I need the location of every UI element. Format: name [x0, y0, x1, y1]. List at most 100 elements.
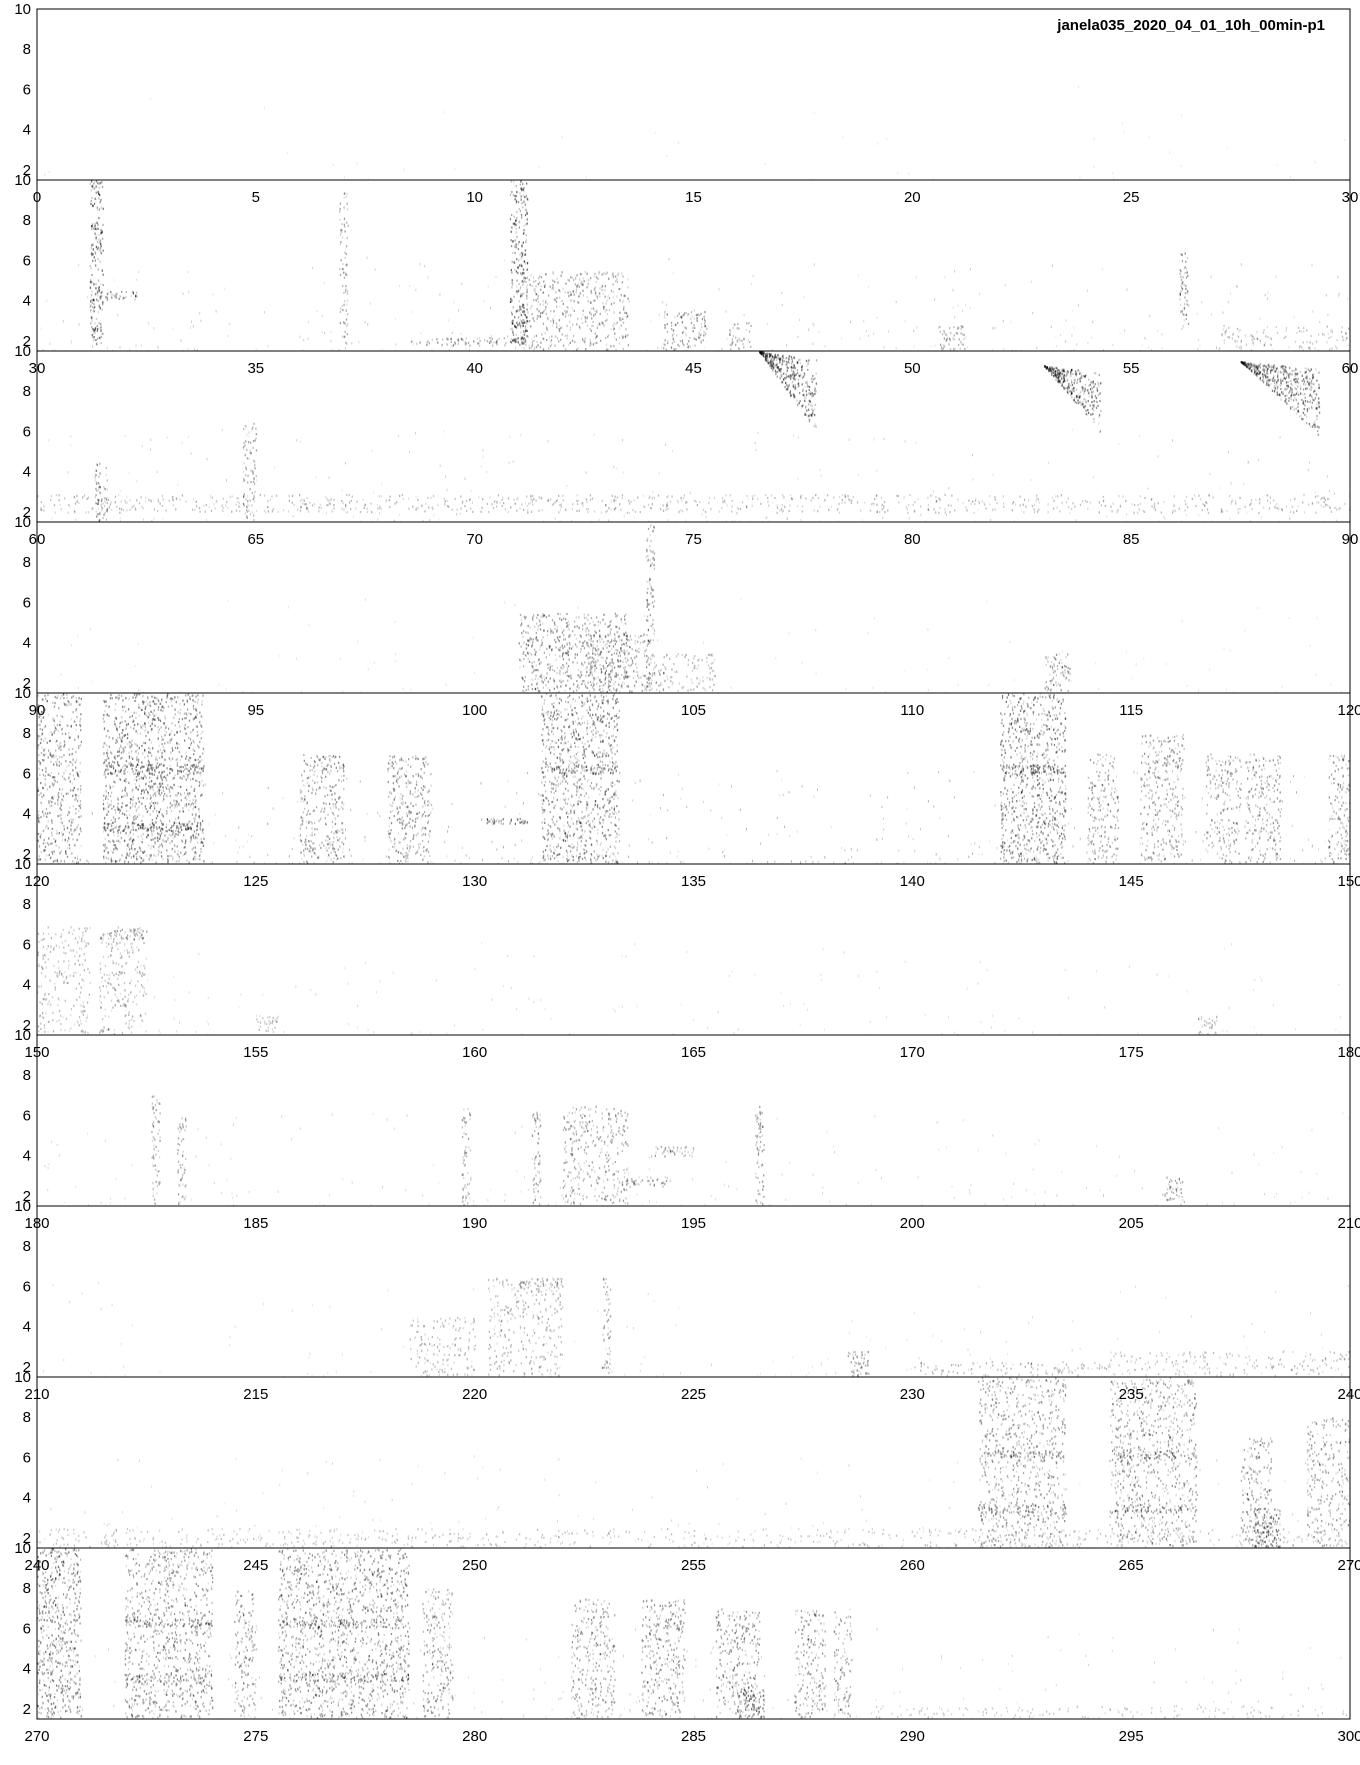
energy-speck: [1067, 391, 1069, 394]
energy-speck: [871, 503, 873, 506]
energy-speck: [507, 510, 509, 514]
energy-speck: [599, 653, 601, 656]
energy-speck: [1282, 391, 1284, 394]
energy-speck: [524, 196, 526, 199]
energy-speck: [578, 509, 580, 512]
energy-speck: [1250, 334, 1252, 337]
energy-speck: [299, 494, 301, 497]
energy-speck: [647, 503, 650, 506]
energy-speck: [412, 505, 414, 508]
energy-speck: [512, 333, 515, 336]
energy-speck: [558, 329, 561, 333]
energy-speck: [777, 354, 779, 357]
energy-speck: [619, 299, 621, 302]
noise-speck: [1220, 487, 1222, 490]
energy-speck: [784, 381, 787, 384]
energy-speck: [1037, 509, 1039, 512]
energy-speck: [1225, 329, 1228, 332]
energy-speck: [555, 322, 557, 325]
energy-speck: [827, 494, 829, 497]
energy-speck: [1044, 365, 1046, 368]
noise-speck: [137, 643, 139, 646]
energy-speck: [577, 684, 579, 687]
energy-speck: [647, 685, 649, 688]
energy-speck: [1084, 375, 1086, 378]
energy-speck: [1291, 389, 1293, 392]
energy-speck: [544, 332, 546, 335]
energy-speck: [570, 647, 573, 650]
noise-speck: [1297, 505, 1299, 508]
energy-speck: [601, 680, 603, 684]
energy-speck: [1069, 384, 1072, 387]
energy-speck: [812, 409, 814, 412]
energy-speck: [99, 512, 101, 515]
energy-speck: [828, 508, 830, 511]
energy-speck: [791, 357, 793, 360]
energy-speck: [99, 337, 101, 340]
energy-speck: [511, 279, 513, 282]
energy-speck: [520, 313, 523, 317]
noise-speck: [554, 314, 556, 318]
energy-speck: [616, 675, 618, 678]
energy-speck: [593, 510, 596, 513]
noise-speck: [179, 691, 181, 693]
noise-speck: [142, 691, 144, 693]
noise-speck: [508, 461, 510, 464]
energy-speck: [1308, 381, 1310, 384]
noise-speck: [730, 686, 732, 689]
energy-speck: [788, 375, 790, 378]
energy-speck: [536, 668, 538, 672]
energy-speck: [585, 685, 587, 688]
energy-speck: [525, 631, 527, 634]
energy-speck: [1063, 388, 1065, 391]
energy-speck: [700, 312, 702, 315]
energy-speck: [616, 295, 618, 298]
noise-speck: [1325, 294, 1327, 297]
energy-speck: [1053, 374, 1055, 378]
noise-speck: [786, 517, 788, 520]
energy-speck: [974, 499, 977, 502]
energy-speck: [111, 508, 113, 511]
energy-speck: [1098, 415, 1100, 418]
energy-speck: [776, 362, 778, 365]
energy-speck: [622, 642, 624, 645]
energy-speck: [591, 671, 593, 674]
energy-speck: [98, 304, 100, 307]
energy-speck: [534, 290, 536, 293]
energy-speck: [1345, 332, 1347, 335]
noise-speck: [1144, 337, 1146, 340]
energy-speck: [566, 667, 569, 670]
noise-speck: [196, 349, 198, 351]
energy-speck: [247, 500, 249, 503]
energy-speck: [613, 498, 615, 502]
energy-speck: [566, 674, 568, 677]
energy-speck: [1303, 380, 1305, 383]
energy-speck: [598, 272, 600, 275]
energy-speck: [569, 687, 571, 690]
energy-speck: [596, 649, 598, 652]
noise-speck: [193, 348, 195, 351]
energy-speck: [245, 440, 247, 443]
energy-speck: [342, 267, 344, 270]
energy-speck: [581, 680, 584, 683]
noise-speck: [71, 644, 73, 647]
energy-speck: [250, 441, 252, 444]
energy-speck: [371, 511, 373, 514]
energy-speck: [1301, 346, 1303, 349]
energy-speck: [1075, 371, 1077, 374]
energy-speck: [954, 509, 956, 512]
energy-speck: [585, 630, 587, 633]
energy-speck: [1306, 375, 1308, 379]
energy-speck: [604, 671, 607, 674]
energy-speck: [1235, 345, 1238, 348]
energy-speck: [608, 679, 610, 682]
noise-speck: [1250, 520, 1251, 522]
energy-speck: [320, 506, 322, 510]
energy-speck: [1023, 511, 1025, 514]
noise-speck: [886, 137, 888, 141]
energy-speck: [560, 300, 562, 303]
energy-speck: [1254, 364, 1256, 367]
energy-speck: [562, 680, 564, 683]
